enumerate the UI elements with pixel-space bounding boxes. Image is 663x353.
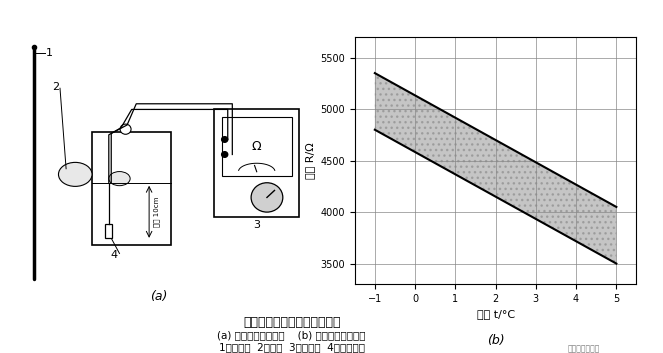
Bar	[221, 117, 292, 176]
Text: (a): (a)	[151, 290, 168, 303]
Text: 大于 10cm: 大于 10cm	[154, 197, 160, 227]
Bar	[92, 132, 171, 245]
Text: (b): (b)	[487, 334, 505, 347]
Ellipse shape	[58, 162, 92, 186]
Text: 3: 3	[253, 220, 260, 230]
Circle shape	[221, 152, 228, 157]
X-axis label: 温度 t/°C: 温度 t/°C	[477, 310, 514, 319]
Text: 1－温度计  2－冰块  3－欧姆表  4－热敏电阻: 1－温度计 2－冰块 3－欧姆表 4－热敏电阻	[219, 342, 365, 352]
Text: 1: 1	[46, 48, 53, 58]
Text: (a) 热敏电阻检查方法    (b) 热敏电阻特性曲线: (a) 热敏电阻检查方法 (b) 热敏电阻特性曲线	[217, 330, 366, 340]
Ellipse shape	[109, 172, 130, 186]
Text: Ω: Ω	[252, 140, 261, 154]
Text: 4: 4	[110, 250, 117, 260]
Bar	[105, 224, 113, 238]
Circle shape	[221, 137, 228, 142]
Text: 热敏电阻检查方法及特性曲线: 热敏电阻检查方法及特性曲线	[243, 316, 341, 329]
Y-axis label: 电阻 R/Ω: 电阻 R/Ω	[305, 142, 315, 179]
Text: 汽车维修技术网: 汽车维修技术网	[568, 344, 599, 353]
Text: 2: 2	[52, 82, 60, 92]
Bar	[214, 109, 300, 217]
Circle shape	[120, 124, 131, 134]
Circle shape	[251, 183, 283, 212]
